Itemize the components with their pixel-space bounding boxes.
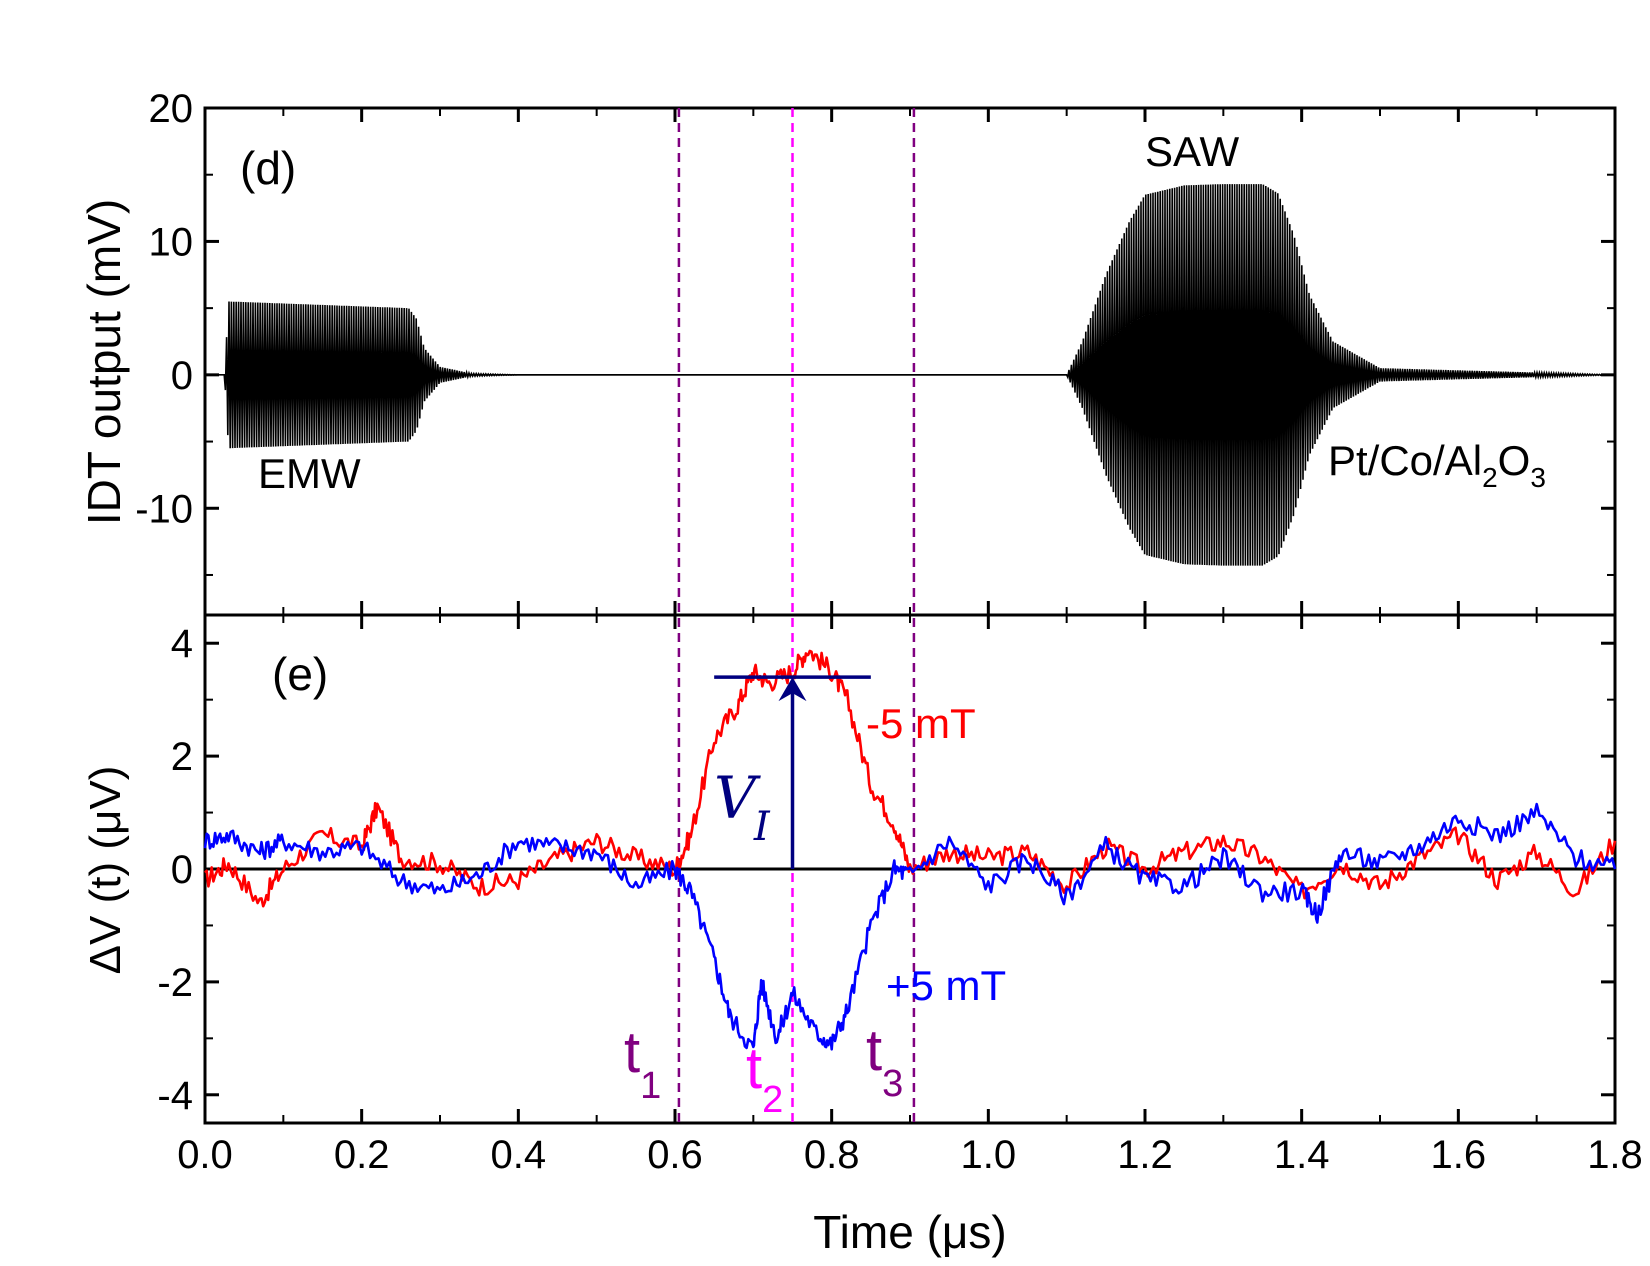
panel-e-y-tick-label: 4 (171, 622, 193, 666)
vi-label: VI (714, 764, 771, 850)
t2-label: t2 (746, 1036, 783, 1121)
sample-label: Pt/Co/Al2O3 (1328, 437, 1546, 493)
panel-d-y-tick-label: 10 (149, 220, 194, 264)
x-tick-label: 1.6 (1431, 1133, 1487, 1177)
x-tick-label: 0.4 (491, 1133, 547, 1177)
panel-d-y-tick-label: 0 (171, 354, 193, 398)
emw-label: EMW (258, 450, 361, 497)
panel-d-ticks: 20 10 0 -10 (135, 87, 1617, 615)
vi-arrow-head (778, 677, 807, 702)
panel-d-y-tick-label: 20 (149, 87, 194, 131)
t3-label: t3 (866, 1018, 903, 1105)
saw-label: SAW (1145, 128, 1239, 175)
panel-e-y-tick-label: -4 (157, 1074, 193, 1118)
x-tick-label: 0.8 (804, 1133, 860, 1177)
x-tick-label: 0.6 (647, 1133, 703, 1177)
x-tick-label: 1.2 (1117, 1133, 1173, 1177)
panel-e-y-tick-label: 0 (171, 848, 193, 892)
legend-minus-5mT: -5 mT (866, 700, 976, 747)
x-tick-label: 0.0 (177, 1133, 233, 1177)
panel-d-signal (205, 184, 1614, 566)
x-tick-label: 0.2 (334, 1133, 390, 1177)
x-tick-label: 1.0 (961, 1133, 1017, 1177)
x-axis-label: Time (μs) (813, 1206, 1006, 1258)
x-tick-label: 1.4 (1274, 1133, 1330, 1177)
vi-arrow (714, 675, 871, 869)
panel-e-y-tick-label: -2 (157, 961, 193, 1005)
panel-e-y-tick-label: 2 (171, 735, 193, 779)
legend-plus-5mT: +5 mT (886, 962, 1006, 1009)
panel-e-ticks: 0.0 0.2 0.4 0.6 0.8 1.0 1.2 1.4 1.6 1.8 4 2 0 -2 -4 (157, 615, 1643, 1177)
panel-d-y-tick-label: -10 (135, 487, 193, 531)
panel-d-tag: (d) (240, 142, 296, 194)
panel-e-tag: (e) (272, 648, 328, 700)
t1-label: t1 (624, 1020, 661, 1107)
series-plus5mT-line (203, 802, 1617, 1051)
x-tick-label: 1.8 (1587, 1133, 1643, 1177)
panel-e-y-axis-label: ΔV (t) (μV) (81, 766, 130, 975)
panel-e-series (203, 649, 1617, 1051)
panel-d-y-axis-label: IDT output (mV) (78, 199, 130, 525)
